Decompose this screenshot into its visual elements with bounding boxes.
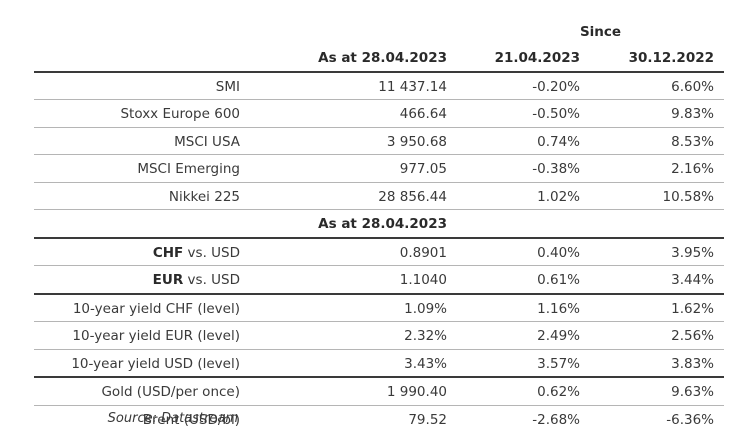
row-change-year: 3.44%: [671, 272, 714, 288]
row-value: 0.8901: [399, 244, 447, 261]
row-label: 10-year yield USD (level): [71, 355, 240, 372]
market-table: Since As at 28.04.2023 21.04.2023 30.12.…: [34, 18, 724, 432]
row-change-week: 3.57%: [537, 355, 580, 372]
row-label: CHF vs. USD: [34, 239, 240, 266]
column-header-as-at: As at 28.04.2023: [318, 50, 447, 66]
row-label: SMI: [215, 78, 240, 95]
row-value: 11 437.14: [378, 78, 447, 95]
row-change-week: 1.02%: [537, 188, 580, 205]
row-label: Brent (USD/bl): [142, 411, 240, 428]
row-change-year: 1.62%: [671, 300, 714, 317]
row-value: 466.64: [399, 106, 447, 122]
table-row: MSCI Emerging 977.05 -0.38% 2.16%: [34, 155, 724, 183]
row-change-week: -2.68%: [532, 411, 580, 428]
row-label: 10-year yield EUR (level): [72, 328, 240, 344]
row-change-year: -6.36%: [666, 411, 714, 428]
row-change-year: 3.95%: [671, 244, 714, 261]
row-value: 28 856.44: [378, 188, 447, 205]
table-row: SMI 11 437.14 -0.20% 6.60%: [34, 73, 724, 100]
row-value: 1.1040: [399, 272, 447, 288]
row-label: 10-year yield CHF (level): [72, 300, 240, 317]
row-change-week: 0.74%: [537, 133, 580, 150]
row-change-week: -0.50%: [532, 106, 580, 122]
row-change-year: 8.53%: [671, 133, 714, 150]
row-change-year: 6.60%: [671, 78, 714, 95]
row-change-week: 0.62%: [537, 384, 580, 400]
row-change-week: 0.40%: [537, 244, 580, 261]
row-label: Gold (USD/per once): [101, 384, 240, 400]
row-value: 3.43%: [404, 355, 447, 372]
table-row: 10-year yield USD (level) 3.43% 3.57% 3.…: [34, 350, 724, 378]
currency-suffix: vs. USD: [183, 244, 240, 261]
row-change-year: 10.58%: [662, 188, 714, 205]
table-row: MSCI USA 3 950.68 0.74% 8.53%: [34, 128, 724, 155]
header-columns-row: As at 28.04.2023 21.04.2023 30.12.2022: [34, 44, 724, 73]
row-value: 1 990.40: [386, 384, 447, 400]
table-row: Brent (USD/bl) 79.52 -2.68% -6.36%: [34, 406, 724, 433]
row-change-year: 2.16%: [671, 161, 714, 177]
row-change-week: 0.61%: [537, 272, 580, 288]
currency-code: EUR: [152, 272, 184, 288]
source-note: Source: Datastream: [107, 411, 238, 426]
row-change-year: 9.63%: [671, 384, 714, 400]
row-value: 2.32%: [404, 328, 447, 344]
row-value: 977.05: [399, 161, 447, 177]
column-header-since-year: 30.12.2022: [628, 50, 714, 66]
sub-header-row: As at 28.04.2023: [34, 210, 724, 239]
row-change-year: 2.56%: [671, 328, 714, 344]
row-value: 1.09%: [404, 300, 447, 317]
since-label: Since: [579, 24, 622, 40]
row-change-year: 9.83%: [671, 106, 714, 122]
row-change-week: 1.16%: [537, 300, 580, 317]
row-label: EUR vs. USD: [34, 266, 240, 293]
row-change-week: -0.20%: [532, 78, 580, 95]
row-change-year: 3.83%: [671, 355, 714, 372]
table-row: Gold (USD/per once) 1 990.40 0.62% 9.63%: [34, 378, 724, 406]
row-value: 3 950.68: [386, 133, 447, 150]
header-since-row: Since: [34, 18, 724, 44]
table-row: 10-year yield EUR (level) 2.32% 2.49% 2.…: [34, 322, 724, 350]
currency-code: CHF: [152, 244, 184, 261]
row-label: MSCI USA: [174, 133, 240, 150]
sub-header-as-at: As at 28.04.2023: [318, 216, 447, 232]
row-value: 79.52: [408, 411, 447, 428]
row-change-week: -0.38%: [532, 161, 580, 177]
table-row: EUR vs. USD 1.1040 0.61% 3.44%: [34, 266, 724, 295]
row-label: MSCI Emerging: [137, 161, 240, 177]
table-row: Stoxx Europe 600 466.64 -0.50% 9.83%: [34, 100, 724, 128]
currency-suffix: vs. USD: [183, 272, 240, 288]
row-change-week: 2.49%: [537, 328, 580, 344]
table-row: Nikkei 225 28 856.44 1.02% 10.58%: [34, 183, 724, 210]
column-header-since-week: 21.04.2023: [494, 50, 580, 66]
row-label: Stoxx Europe 600: [120, 106, 240, 122]
table-row: 10-year yield CHF (level) 1.09% 1.16% 1.…: [34, 295, 724, 322]
table-row: CHF vs. USD 0.8901 0.40% 3.95%: [34, 239, 724, 266]
row-label: Nikkei 225: [168, 188, 240, 205]
